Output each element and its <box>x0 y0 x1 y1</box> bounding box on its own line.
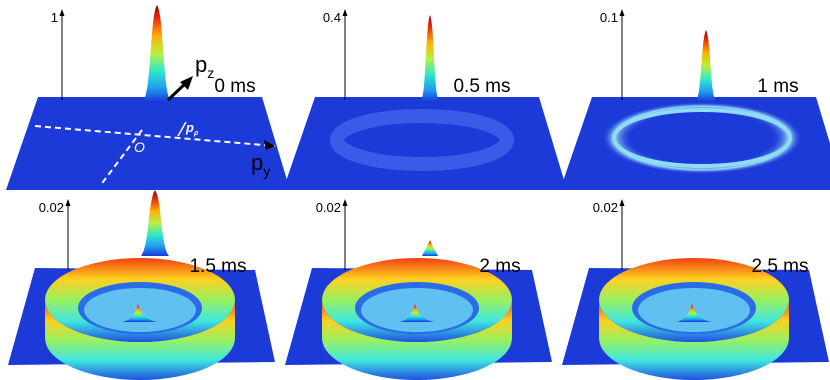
annotations: pz py pρ O <box>34 52 276 187</box>
panel: 0.02 1.5 ms <box>8 190 275 380</box>
origin-label: O <box>134 139 145 155</box>
panel: 0.02 2 ms <box>285 199 552 380</box>
ring-wall <box>599 300 789 380</box>
rho-arrow <box>177 121 187 137</box>
z-axis-arrow <box>619 199 625 206</box>
z-axis-arrow <box>65 199 71 206</box>
py-axis-line <box>34 125 276 147</box>
pz-label: pz <box>195 52 214 81</box>
panels: 10 ms0.40.5 ms0.11 ms0.021.5 ms0.022 ms0… <box>6 5 830 380</box>
ring-wall <box>45 300 235 380</box>
prho-label: pρ <box>185 120 199 137</box>
panel: 1 0 ms <box>6 5 290 190</box>
z-max-label: 0.02 <box>593 200 618 215</box>
peak <box>421 15 439 102</box>
time-label: 2.5 ms <box>751 256 808 277</box>
ring <box>330 109 514 171</box>
center-bump <box>676 304 712 322</box>
z-max-label: 0.1 <box>600 10 618 25</box>
time-label: 2 ms <box>479 256 520 277</box>
time-label: 1 ms <box>757 76 798 97</box>
ring <box>612 108 792 168</box>
z-max-label: 0.02 <box>39 200 64 215</box>
time-label: 0 ms <box>214 76 255 97</box>
arrow-head <box>180 76 193 90</box>
z-axis-arrow <box>619 9 625 16</box>
z-max-label: 0.02 <box>316 200 341 215</box>
center-bump <box>122 304 158 322</box>
plane <box>6 97 290 190</box>
z-max-label: 0.4 <box>323 10 341 25</box>
peak <box>696 30 716 102</box>
z-axis-arrow <box>342 199 348 206</box>
time-label: 1.5 ms <box>189 256 246 277</box>
peak <box>422 240 438 256</box>
ring-glow <box>602 102 802 174</box>
ring-wall <box>322 300 512 380</box>
z-max-label: 1 <box>51 10 58 25</box>
peak <box>141 190 169 256</box>
panel: 0.02 2.5 ms <box>562 199 829 380</box>
z-axis-arrow <box>59 9 65 16</box>
time-label: 0.5 ms <box>453 76 510 97</box>
arrow-head <box>264 140 275 150</box>
px-axis-line <box>99 129 143 187</box>
panel: 0.1 1 ms <box>560 9 830 190</box>
panel: 0.4 0.5 ms <box>283 9 567 190</box>
center-bump <box>399 304 435 322</box>
z-axis-arrow <box>342 9 348 16</box>
py-label: py <box>251 150 270 179</box>
peak <box>143 5 171 102</box>
